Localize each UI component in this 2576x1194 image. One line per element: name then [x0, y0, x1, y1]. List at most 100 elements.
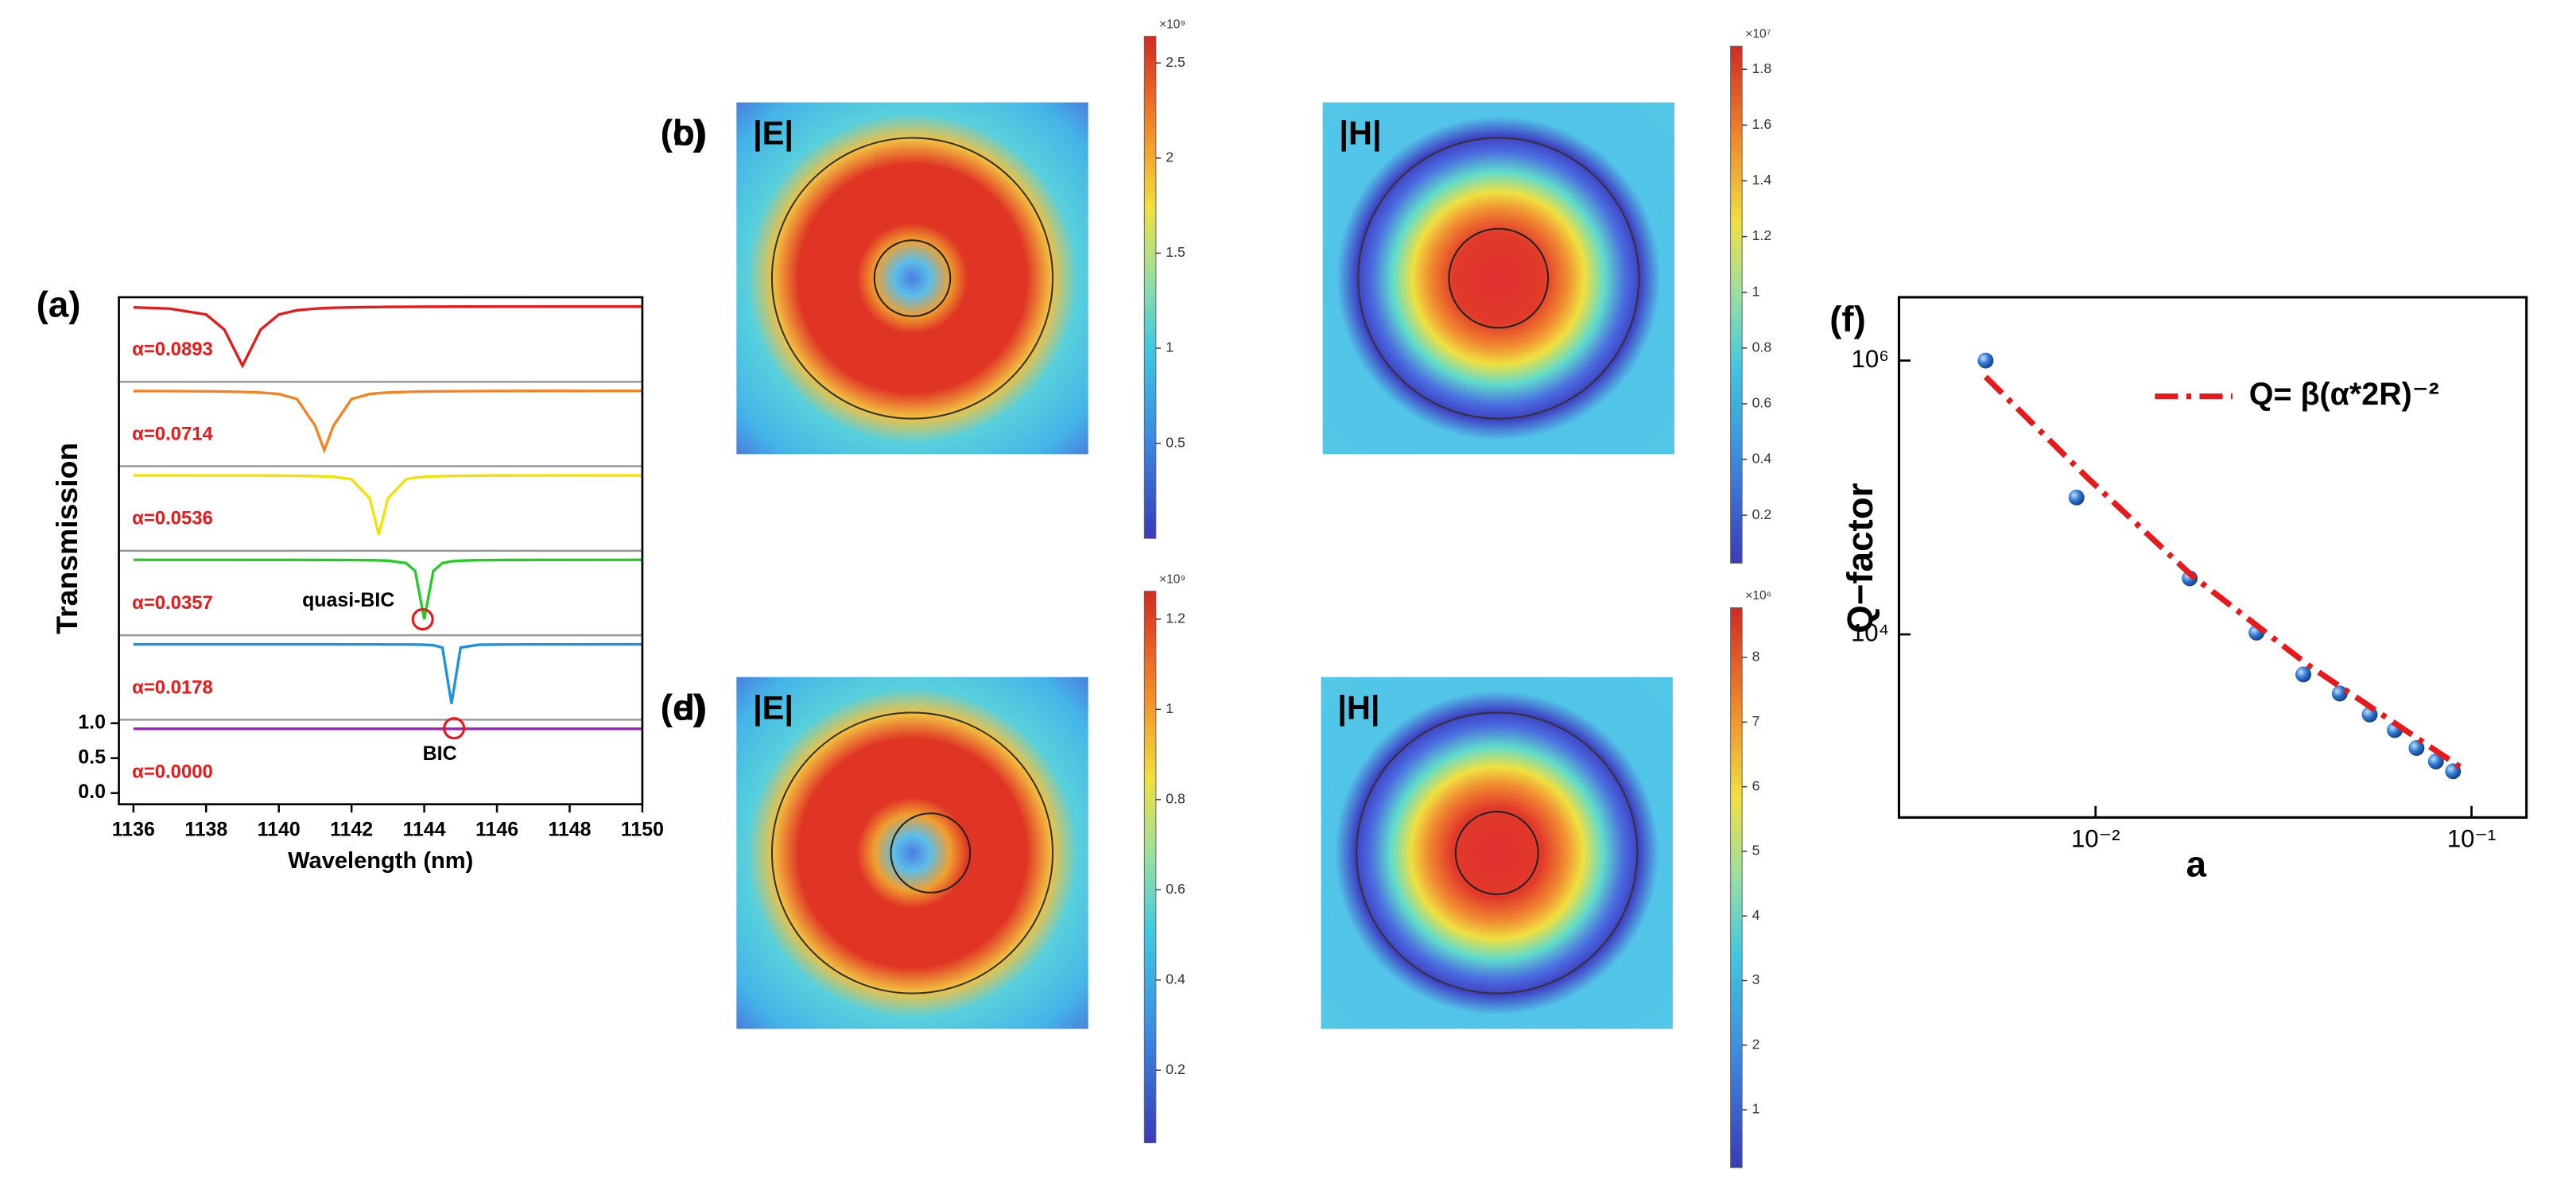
field-title: |E| [753, 688, 793, 726]
x-axis-label: a [2186, 844, 2207, 885]
series-label: α=0.0714 [132, 423, 213, 444]
panel-label: (d) [661, 687, 707, 727]
annotation-circle [443, 717, 466, 740]
colorbar-multiplier: ×10⁶ [1745, 589, 1771, 603]
colorbar-tick-label: 8 [1752, 649, 1760, 665]
x-tick-label: 1136 [112, 819, 155, 841]
colorbar-tick-label: 0.6 [1752, 395, 1772, 411]
panel-label: (f) [1829, 299, 1866, 339]
colorbar-tick-label: 0.8 [1166, 790, 1185, 806]
plot-frame [118, 296, 644, 806]
colorbar-tick-label: 0.2 [1752, 506, 1772, 522]
colorbar-tick-label: 1 [1752, 283, 1760, 299]
panel-label: (e) [661, 687, 705, 727]
colorbar-tick-label: 0.2 [1166, 1061, 1185, 1077]
colorbar [1730, 607, 1743, 1169]
annotation: quasi-BIC [302, 589, 394, 611]
resonator-outline [770, 137, 1054, 420]
x-tick-label: 10⁻² [2071, 825, 2120, 853]
hole-outline [1448, 227, 1550, 329]
colorbar-multiplier: ×10⁷ [1745, 28, 1771, 41]
field-title: |H| [1339, 114, 1381, 151]
field-map [1322, 102, 1674, 455]
transmission-line [133, 304, 642, 369]
y-tick-label: 0.0 [78, 781, 106, 803]
colorbar-tick-label: 1 [1752, 1101, 1760, 1117]
colorbar [1143, 591, 1157, 1144]
field-map [1321, 676, 1673, 1029]
colorbar-tick-label: 2.5 [1166, 54, 1185, 70]
y-tick-label: 10⁶ [1852, 345, 1889, 373]
hole-outline [890, 812, 972, 894]
field-title: |H| [1337, 688, 1379, 726]
resonator-outline [770, 711, 1054, 994]
transmission-line [133, 558, 642, 620]
colorbar [1730, 45, 1743, 564]
colorbar-tick-label: 1 [1166, 339, 1174, 355]
annotation-circle [411, 608, 434, 631]
colorbar [1143, 36, 1157, 539]
field-map [736, 676, 1088, 1029]
x-tick-label: 1144 [403, 819, 446, 841]
x-tick-label: 1148 [548, 819, 591, 841]
x-tick-label: 1142 [330, 819, 373, 841]
series-label: α=0.0893 [132, 339, 213, 360]
series-label: α=0.0536 [132, 508, 213, 529]
transmission-line [133, 642, 642, 704]
y-axis-label: Q−factor [1840, 483, 1880, 633]
colorbar-tick-label: 1.6 [1752, 116, 1772, 132]
colorbar-tick-label: 2 [1752, 1036, 1760, 1052]
y-tick-label: 1.0 [78, 711, 106, 733]
transmission-line [133, 474, 642, 536]
x-axis-label: Wavelength (nm) [288, 848, 473, 874]
colorbar-tick-label: 4 [1752, 907, 1760, 923]
q-point [2331, 685, 2348, 702]
x-tick-label: 1140 [258, 819, 301, 841]
panel-label: (b) [661, 112, 707, 153]
q-point [2427, 753, 2444, 770]
colorbar-tick-label: 0.8 [1752, 339, 1772, 355]
legend-label: Q= β(α*2R)⁻² [2249, 377, 2439, 412]
colorbar-tick-label: 1.4 [1752, 172, 1772, 188]
series-label: α=0.0178 [132, 676, 213, 698]
transmission-line [133, 390, 642, 455]
resonator-outline [1356, 711, 1639, 994]
colorbar-tick-label: 6 [1752, 777, 1760, 793]
colorbar-multiplier: ×10⁹ [1159, 17, 1185, 31]
colorbar-multiplier: ×10⁹ [1159, 572, 1185, 586]
plot-frame [1897, 296, 2528, 819]
panel-label: (c) [661, 112, 705, 153]
colorbar-tick-label: 0.4 [1752, 451, 1772, 467]
x-tick-label: 1138 [184, 819, 227, 841]
colorbar-tick-label: 1.2 [1166, 611, 1185, 626]
q-point [1977, 352, 1994, 369]
x-tick-label: 1150 [621, 819, 664, 841]
q-point [2408, 739, 2425, 756]
x-tick-label: 1146 [475, 819, 518, 841]
fit-line [1983, 374, 2463, 770]
series-label: α=0.0357 [132, 592, 213, 614]
colorbar-tick-label: 0.4 [1166, 971, 1185, 987]
panel-label: (a) [37, 284, 81, 324]
colorbar-tick-label: 1.2 [1752, 227, 1772, 243]
colorbar-tick-label: 1.5 [1166, 244, 1185, 260]
y-tick-label: 0.5 [78, 746, 106, 768]
hole-outline [1454, 811, 1539, 895]
colorbar-tick-label: 0.5 [1166, 434, 1185, 450]
colorbar-tick-label: 7 [1752, 713, 1760, 729]
colorbar-tick-label: 1.8 [1752, 60, 1772, 76]
colorbar-tick-label: 0.6 [1166, 881, 1185, 897]
y-tick-label: 10⁴ [1851, 618, 1889, 646]
q-point [2295, 666, 2312, 683]
colorbar-tick-label: 5 [1752, 843, 1760, 859]
resonator-outline [1357, 137, 1640, 420]
colorbar-tick-label: 3 [1752, 971, 1760, 987]
x-tick-label: 10⁻¹ [2447, 825, 2496, 853]
field-map [736, 102, 1088, 455]
series-label: α=0.0000 [132, 762, 213, 783]
field-title: |E| [753, 114, 793, 151]
q-point [2068, 489, 2085, 506]
colorbar-tick-label: 2 [1166, 149, 1174, 165]
hole-outline [873, 239, 952, 317]
